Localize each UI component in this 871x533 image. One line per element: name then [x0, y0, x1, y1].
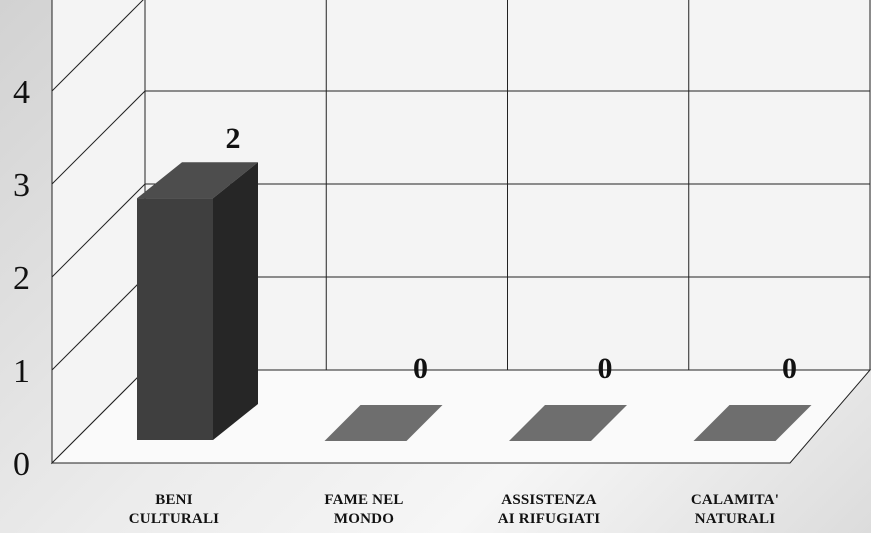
chart-bars — [137, 162, 812, 441]
bar-side — [213, 162, 258, 440]
category-label: CALAMITA' NATURALI — [691, 492, 779, 527]
y-axis-ticks: 0 1 2 3 4 — [13, 74, 30, 483]
gridline-side — [51, 183, 146, 278]
y-tick-label: 0 — [13, 446, 30, 483]
data-label: 0 — [598, 352, 613, 385]
gridline-side — [51, 90, 146, 185]
chart-gridlines — [51, 0, 870, 371]
bar — [137, 198, 213, 440]
y-tick-label: 1 — [13, 353, 30, 390]
data-labels: 20 0 0 — [226, 122, 798, 385]
category-label: BENI CULTURALI — [129, 492, 219, 527]
gridline-side — [51, 0, 144, 92]
bar — [509, 405, 627, 441]
y-tick-label: 3 — [13, 167, 30, 204]
bar — [324, 405, 443, 441]
bar — [693, 405, 812, 441]
gridline-side — [51, 276, 146, 371]
category-label: FAME NEL MONDO — [324, 492, 403, 527]
bar-top — [137, 162, 258, 199]
data-label: 0 — [413, 352, 428, 385]
y-tick-label: 2 — [13, 260, 30, 297]
x-axis-categories: BENI CULTURALI FAME NEL MONDO ASSISTENZA AI R… — [129, 492, 779, 527]
data-label: 0 — [782, 352, 797, 385]
y-tick-label: 4 — [13, 74, 30, 111]
data-label: 2 — [226, 122, 241, 155]
category-label: ASSISTENZA AI RIFUGIATI — [498, 492, 601, 527]
